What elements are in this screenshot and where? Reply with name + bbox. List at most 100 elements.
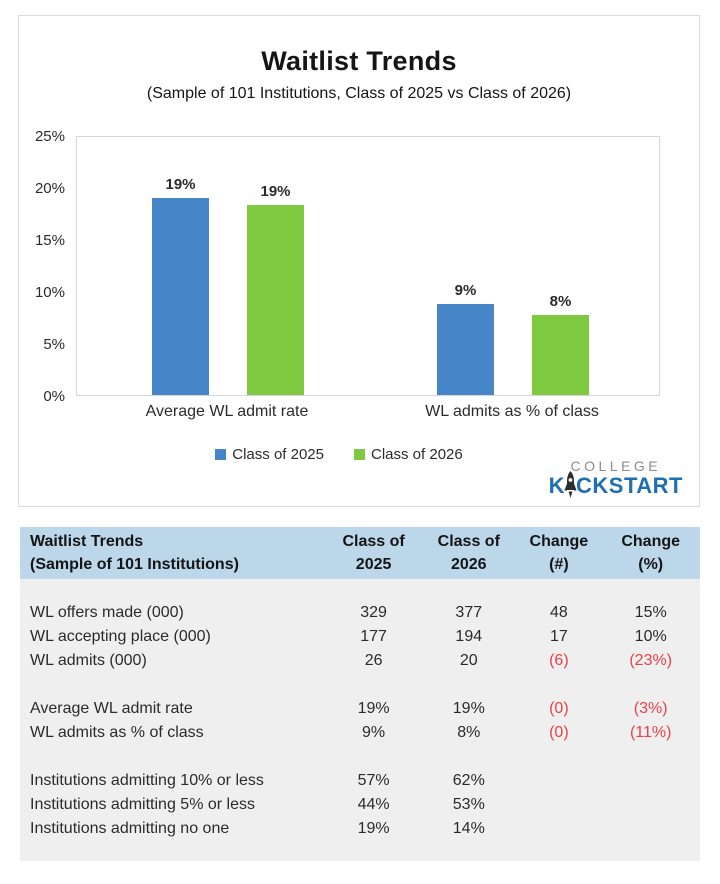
value-class-2026: 8%	[457, 724, 481, 741]
chart-title: Waitlist Trends	[261, 46, 457, 76]
table-row: WL admits as % of class 9% 8% (0) (11%)	[20, 721, 700, 745]
row-label: WL accepting place (000)	[30, 628, 211, 645]
table-spacer-row	[20, 745, 700, 769]
value-class-2025: 57%	[357, 772, 390, 789]
x-category-label: WL admits as % of class	[425, 403, 599, 420]
bar-class-2025-pct-of-class	[437, 304, 494, 395]
value-class-2025: 329	[360, 604, 387, 621]
y-axis-tick: 5%	[43, 336, 65, 353]
value-class-2026: 14%	[452, 820, 485, 837]
bar-class-2025-admit-rate	[152, 198, 209, 395]
value-change-num: (0)	[549, 700, 569, 717]
value-class-2025: 9%	[362, 724, 386, 741]
legend-swatch-blue	[215, 449, 227, 460]
table-row: WL offers made (000) 329 377 48 15%	[20, 601, 700, 625]
bar-group-wl-admits-pct-of-class: 9% 8%	[437, 282, 589, 395]
value-class-2025: 44%	[357, 796, 390, 813]
value-change-num	[516, 817, 601, 841]
table-row: Institutions admitting 10% or less 57% 62%	[20, 769, 700, 793]
table-spacer-row	[20, 579, 700, 601]
table-row: Institutions admitting 5% or less 44% 53%	[20, 793, 700, 817]
bar-value-label: 8%	[549, 293, 572, 310]
value-class-2026: 20	[459, 652, 478, 669]
legend-label: Class of 2025	[232, 446, 324, 463]
value-class-2026: 377	[455, 604, 483, 621]
table-header: Waitlist Trends (Sample of 101 Instituti…	[20, 527, 700, 579]
bar-class-2026-admit-rate	[247, 205, 304, 395]
y-axis-tick: 10%	[34, 284, 65, 301]
row-label: WL offers made (000)	[30, 604, 184, 621]
value-change-pct	[601, 793, 700, 817]
value-change-num: 17	[549, 628, 568, 645]
rocket-icon	[564, 470, 577, 504]
bar-value-label: 19%	[260, 183, 291, 200]
bar-group-average-wl-admit-rate: 19% 19%	[152, 176, 304, 395]
value-class-2026: 62%	[452, 772, 485, 789]
table-row: WL admits (000) 26 20 (6) (23%)	[20, 649, 700, 673]
bar-value-label: 19%	[165, 176, 196, 193]
row-label: Institutions admitting 10% or less	[30, 772, 264, 789]
waitlist-trends-table: Waitlist Trends (Sample of 101 Instituti…	[20, 527, 700, 861]
legend-item-class-2026: Class of 2026	[354, 446, 463, 463]
value-class-2025: 19%	[357, 820, 390, 837]
value-change-pct: 10%	[634, 628, 667, 645]
header-col-change-num: Change (#)	[529, 533, 589, 573]
legend-swatch-green	[354, 449, 365, 460]
header-col-class-2025: Class of 2025	[342, 533, 405, 573]
table-row: Average WL admit rate 19% 19% (0) (3%)	[20, 697, 700, 721]
logo-kickstart-text: K CKSTART	[548, 471, 683, 498]
chart-card: Waitlist Trends (Sample of 101 Instituti…	[18, 15, 700, 507]
chart-legend: Class of 2025 Class of 2026	[79, 446, 599, 463]
value-change-num: (0)	[549, 724, 569, 741]
value-change-pct: 15%	[634, 604, 667, 621]
table-row: Institutions admitting no one 19% 14%	[20, 817, 700, 841]
value-class-2026: 194	[455, 628, 483, 645]
table-spacer-row	[20, 841, 700, 861]
y-axis: 25% 20% 15% 10% 5% 0%	[19, 16, 69, 506]
value-class-2025: 177	[360, 628, 387, 645]
value-change-num	[516, 769, 601, 793]
row-label: Institutions admitting 5% or less	[30, 796, 255, 813]
logo-college-text: COLLEGE	[570, 458, 662, 474]
row-label: WL admits (000)	[30, 652, 147, 669]
y-axis-tick: 20%	[34, 180, 65, 197]
bar-value-label: 9%	[454, 282, 477, 299]
table-row: WL accepting place (000) 177 194 17 10%	[20, 625, 700, 649]
x-category-label: Average WL admit rate	[145, 403, 309, 420]
value-change-pct	[601, 769, 700, 793]
header-col-class-2026: Class of 2026	[437, 533, 500, 573]
bar-col: 19%	[152, 176, 209, 395]
value-change-pct: (11%)	[629, 724, 672, 741]
header-col-label: Waitlist Trends (Sample of 101 Instituti…	[30, 533, 239, 573]
logo-k: K	[548, 473, 566, 498]
value-change-pct	[601, 817, 700, 841]
value-change-num: (6)	[549, 652, 569, 669]
plot-area: 19% 19% 9% 8%	[76, 136, 660, 396]
value-change-num	[516, 793, 601, 817]
value-class-2026: 19%	[452, 700, 485, 717]
table-body: WL offers made (000) 329 377 48 15% WL accept…	[20, 579, 700, 861]
value-class-2026: 53%	[452, 796, 485, 813]
y-axis-tick: 0%	[43, 388, 65, 405]
y-axis-tick: 15%	[34, 232, 65, 249]
legend-label: Class of 2026	[371, 446, 463, 463]
table-spacer-row	[20, 673, 700, 697]
value-change-pct: (3%)	[633, 700, 668, 717]
y-axis-tick: 25%	[34, 128, 65, 145]
bar-col: 19%	[247, 183, 304, 395]
row-label: Average WL admit rate	[30, 700, 193, 717]
row-label: Institutions admitting no one	[30, 820, 230, 837]
bar-col: 8%	[532, 293, 589, 395]
value-change-pct: (23%)	[629, 652, 673, 669]
bar-class-2026-pct-of-class	[532, 315, 589, 395]
value-class-2025: 19%	[357, 700, 390, 717]
chart-subtitle: (Sample of 101 Institutions, Class of 20…	[146, 85, 572, 102]
header-col-change-pct: Change (%)	[621, 533, 681, 573]
logo-ckstart: CKSTART	[576, 473, 683, 498]
row-label: WL admits as % of class	[30, 724, 204, 741]
bar-col: 9%	[437, 282, 494, 395]
college-kickstart-logo: COLLEGE K CKSTART	[549, 458, 683, 498]
value-class-2025: 26	[364, 652, 383, 669]
value-change-num: 48	[549, 604, 568, 621]
legend-item-class-2025: Class of 2025	[215, 446, 324, 463]
